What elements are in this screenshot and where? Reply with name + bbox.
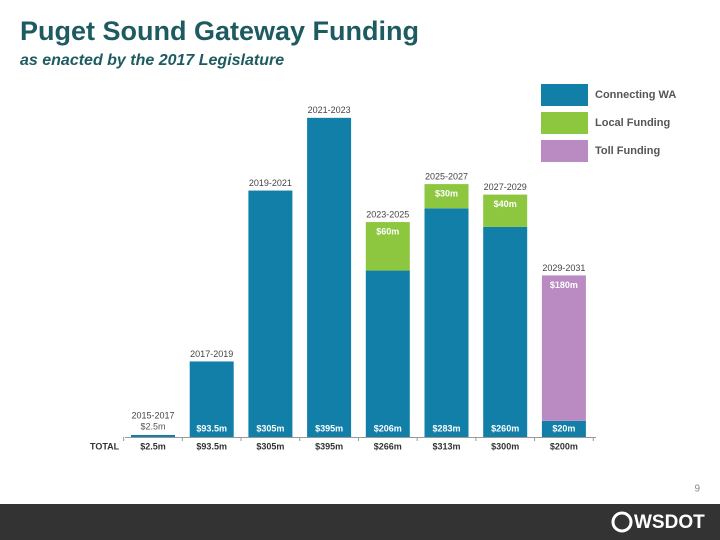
bar-segment [189,361,234,437]
logo-mark [611,511,633,533]
footer-bar [0,504,720,540]
logo-text: WSDOT [634,512,705,533]
total-label: $93.5m [196,441,227,451]
slide-subtitle: as enacted by the 2017 Legislature [20,52,284,69]
segment-label: $395m [315,423,343,433]
bar-segment [248,190,293,437]
legend-swatch [541,84,588,106]
legend-swatch [541,140,588,162]
segment-label: $60m [376,226,399,236]
legend-label: Toll Funding [595,145,660,157]
total-label: $266m [374,441,402,451]
segment-label: $283m [432,423,460,433]
segment-label: $2.5m [140,421,165,431]
segment-label: $260m [491,423,519,433]
segment-label: $180m [550,280,578,290]
segment-label: $40m [494,199,517,209]
segment-label: $305m [256,423,284,433]
bar-segment [131,434,175,437]
bar-segment [541,275,586,421]
legend-label: Local Funding [595,117,670,129]
segment-label: $30m [435,188,458,198]
legend-swatch [541,112,588,134]
legend-label: Connecting WA [595,89,676,101]
total-label: $395m [315,441,343,451]
total-label: $300m [491,441,519,451]
category-label: 2019-2021 [249,178,292,188]
logo: WSDOT [611,511,705,533]
segment-label: $20m [552,423,575,433]
bar-segment [483,226,528,437]
category-label: 2025-2027 [425,171,468,181]
segment-label: $93.5m [196,423,227,433]
total-label: $313m [432,441,460,451]
category-label: 2017-2019 [190,349,233,359]
category-label: 2015-2017 [131,410,174,420]
total-label: $2.5m [140,441,166,451]
bar-segment [307,117,352,437]
category-label: 2021-2023 [308,105,351,115]
bar-segment [424,184,469,209]
category-label: 2023-2025 [366,209,409,219]
slide-title: Puget Sound Gateway Funding [20,16,419,46]
bar-segment [424,208,469,437]
bar-segment [483,194,528,227]
bar-segment [365,270,410,437]
bar-segment [541,420,586,437]
category-label: 2027-2029 [484,182,527,192]
total-title: TOTAL [90,441,120,451]
segment-label: $206m [374,423,402,433]
category-label: 2029-2031 [542,263,585,273]
bar-segment [365,222,410,271]
total-label: $305m [256,441,284,451]
page-number: 9 [694,484,700,495]
total-label: $200m [550,441,578,451]
